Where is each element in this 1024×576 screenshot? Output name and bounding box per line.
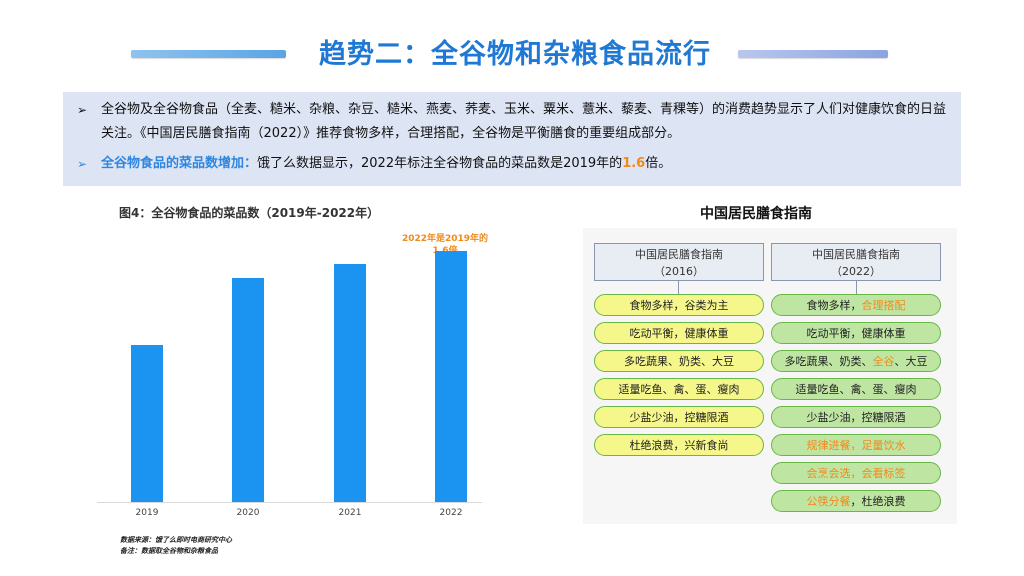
- chart-source-note: 数据来源：饿了么即时电商研究中心: [120, 536, 232, 544]
- chart-annotation: 2022年是2019年的1.6倍: [401, 234, 489, 256]
- guide-heading: 中国居民膳食指南: [700, 206, 812, 222]
- bar-2019: [131, 345, 163, 502]
- guide-2016-item: 吃动平衡，健康体重: [594, 322, 764, 344]
- bar-2021: [334, 263, 366, 502]
- connector-2022: [856, 281, 857, 294]
- guide-2022-title: 中国居民膳食指南: [812, 248, 900, 261]
- title-bar: 趋势二：全谷物和杂粮食品流行: [0, 30, 1024, 74]
- chart-remark-note: 备注：数据取全谷物和杂粮食品: [120, 547, 218, 555]
- page-title: 趋势二：全谷物和杂粮食品流行: [319, 39, 711, 70]
- x-tick-label: 2021: [338, 508, 362, 518]
- guide-2016-item: 少盐少油，控糖限酒: [594, 406, 764, 428]
- guide-2022-item-3a: 多吃蔬果、奶类、: [784, 355, 873, 368]
- guide-2022-item-new: 规律进餐，足量饮水: [771, 434, 941, 456]
- title-decoration-right: [738, 50, 888, 58]
- bullet-2-body: 饿了么数据显示，2022年标注全谷物食品的菜品数是2019年的: [257, 156, 623, 171]
- bar-2022: [435, 251, 467, 502]
- guide-2022-item-8b: ，杜绝浪费: [850, 495, 906, 508]
- guide-2016-item: 食物多样，谷类为主: [594, 294, 764, 316]
- guide-2016-title: 中国居民膳食指南: [635, 248, 723, 261]
- arrow-bullet-icon: ➢: [77, 157, 88, 171]
- guide-2022-year: （2022）: [831, 265, 881, 278]
- guide-2016-item: 多吃蔬果、奶类、大豆: [594, 350, 764, 372]
- guide-2022-item-3c: 、大豆: [894, 355, 928, 368]
- guide-2016-item: 适量吃鱼、禽、蛋、瘦肉: [594, 378, 764, 400]
- guide-2022-item: 吃动平衡，健康体重: [771, 322, 941, 344]
- guide-2016-year: （2016）: [654, 265, 704, 278]
- x-axis-line: [97, 502, 482, 503]
- guide-2016-item: 杜绝浪费，兴新食尚: [594, 434, 764, 456]
- guide-2022-item-1-highlight: 合理搭配: [861, 299, 906, 312]
- guide-2022-item-3-highlight: 全谷: [872, 355, 895, 368]
- bar-2020: [232, 277, 264, 502]
- title-decoration-left: [131, 50, 286, 58]
- guide-2022-item: 少盐少油，控糖限酒: [771, 406, 941, 428]
- bullet-2-suffix: 倍。: [645, 156, 672, 171]
- connector-2016: [678, 281, 679, 294]
- x-tick-label: 2022: [439, 508, 463, 518]
- guide-2016-header: 中国居民膳食指南 （2016）: [594, 243, 764, 281]
- guide-2022-item-new: 会烹会选，会看标签: [771, 462, 941, 484]
- x-tick-label: 2020: [236, 508, 260, 518]
- guide-2022-item-1a: 食物多样，: [806, 299, 862, 312]
- bullet-2-label: 全谷物食品的菜品数增加：: [101, 156, 258, 171]
- x-tick-label: 2019: [135, 508, 159, 518]
- guide-2022-item: 食物多样，合理搭配: [771, 294, 941, 316]
- summary-box: ➢ 全谷物及全谷物食品（全麦、糙米、杂粮、杂豆、糙米、燕麦、荞麦、玉米、粟米、薏…: [63, 92, 961, 186]
- guide-2022-item: 多吃蔬果、奶类、全谷、大豆: [771, 350, 941, 372]
- chart-title: 图4：全谷物食品的菜品数（2019年-2022年）: [119, 206, 380, 220]
- guide-2022-header: 中国居民膳食指南 （2022）: [771, 243, 941, 281]
- guide-2022-item-8-highlight: 公筷分餐: [806, 495, 851, 508]
- summary-bullet-2-text: 全谷物食品的菜品数增加：饿了么数据显示，2022年标注全谷物食品的菜品数是201…: [101, 152, 951, 176]
- bullet-2-value: 1.6: [622, 156, 646, 171]
- guide-2022-item: 公筷分餐，杜绝浪费: [771, 490, 941, 512]
- guide-2022-item: 适量吃鱼、禽、蛋、瘦肉: [771, 378, 941, 400]
- arrow-bullet-icon: ➢: [77, 103, 88, 117]
- summary-bullet-1-text: 全谷物及全谷物食品（全麦、糙米、杂粮、杂豆、糙米、燕麦、荞麦、玉米、粟米、薏米、…: [101, 102, 947, 141]
